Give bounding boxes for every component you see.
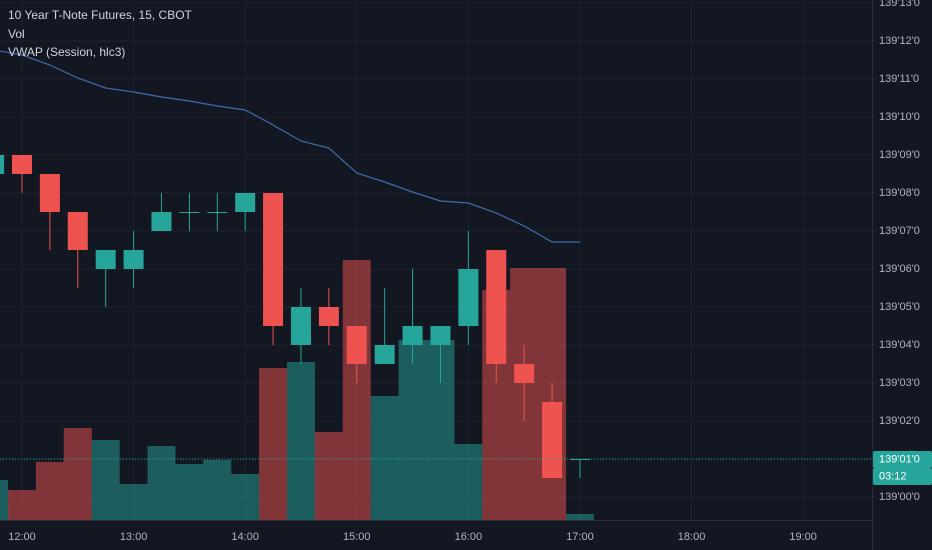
candle-body bbox=[207, 212, 228, 214]
last-price-box bbox=[873, 451, 932, 469]
volume-bar bbox=[565, 514, 594, 520]
volume-bar bbox=[203, 460, 232, 520]
candle-body bbox=[318, 307, 339, 327]
last-price-label: 139'01'0 bbox=[879, 453, 920, 465]
candle-body bbox=[123, 250, 144, 270]
x-tick-label: 16:00 bbox=[455, 531, 483, 543]
volume-bar bbox=[175, 464, 204, 520]
candle-body bbox=[346, 326, 367, 365]
volume-bar bbox=[35, 462, 64, 520]
y-tick-label: 139'10'0 bbox=[879, 111, 920, 123]
volume-bar bbox=[370, 396, 399, 520]
candle-body bbox=[11, 155, 32, 175]
candle-body bbox=[179, 212, 200, 214]
x-tick-label: 15:00 bbox=[343, 531, 371, 543]
volume-bar bbox=[119, 484, 148, 520]
y-tick-label: 139'03'0 bbox=[879, 377, 920, 389]
candle-body bbox=[0, 155, 5, 175]
y-tick-label: 139'04'0 bbox=[879, 339, 920, 351]
y-tick-label: 139'00'0 bbox=[879, 491, 920, 503]
legend-entry: Vol bbox=[8, 27, 25, 41]
x-tick-label: 18:00 bbox=[678, 531, 706, 543]
chart-title: 10 Year T-Note Futures, 15, CBOT bbox=[8, 8, 193, 22]
y-tick-label: 139'11'0 bbox=[879, 73, 919, 85]
overlay-layer bbox=[0, 50, 872, 460]
candle-body bbox=[514, 364, 535, 384]
volume-bar bbox=[398, 340, 427, 520]
volume-bar bbox=[63, 428, 92, 520]
volume-bar bbox=[286, 362, 315, 520]
vwap-line bbox=[0, 50, 580, 243]
volume-bar bbox=[7, 490, 36, 520]
volume-bar bbox=[0, 480, 9, 520]
legend-entry: VWAP (Session, hlc3) bbox=[8, 45, 125, 59]
candle-body bbox=[374, 345, 395, 365]
candle-body bbox=[486, 250, 507, 365]
candle-body bbox=[290, 307, 311, 346]
y-tick-label: 139'06'0 bbox=[879, 263, 920, 275]
candle-body bbox=[151, 212, 172, 232]
candle-body bbox=[95, 250, 116, 270]
countdown-label: 03:12 bbox=[879, 470, 907, 482]
volume-bar bbox=[231, 474, 260, 520]
volume-bar bbox=[314, 432, 343, 520]
candle-body bbox=[458, 269, 479, 327]
y-tick-label: 139'08'0 bbox=[879, 187, 920, 199]
y-tick-label: 139'13'0 bbox=[879, 0, 920, 9]
y-tick-label: 139'09'0 bbox=[879, 149, 920, 161]
volume-bar bbox=[342, 260, 371, 520]
countdown-box bbox=[873, 468, 932, 486]
axes: 139'13'0 139'12'0 139'11'0 139'10'0 139'09'0… bbox=[8, 0, 932, 543]
y-tick-label: 139'12'0 bbox=[879, 35, 920, 47]
volume-bar bbox=[147, 446, 176, 520]
x-tick-label: 14:00 bbox=[231, 531, 259, 543]
y-tick-label: 139'05'0 bbox=[879, 301, 920, 313]
candle-body bbox=[263, 193, 284, 327]
volume-bar bbox=[259, 368, 288, 520]
x-tick-label: 17:00 bbox=[566, 531, 594, 543]
candle-body bbox=[542, 402, 563, 479]
x-tick-label: 13:00 bbox=[120, 531, 148, 543]
y-tick-label: 139'07'0 bbox=[879, 225, 920, 237]
candle-body bbox=[39, 174, 60, 213]
volume-bar bbox=[91, 440, 120, 520]
candle-body bbox=[402, 326, 423, 346]
volume-bar bbox=[454, 444, 483, 520]
x-tick-label: 19:00 bbox=[789, 531, 817, 543]
x-tick-label: 12:00 bbox=[8, 531, 36, 543]
candle-body bbox=[235, 193, 256, 213]
candle-body bbox=[67, 212, 88, 251]
candle-body bbox=[430, 326, 451, 346]
y-tick-label: 139'02'0 bbox=[879, 415, 920, 427]
